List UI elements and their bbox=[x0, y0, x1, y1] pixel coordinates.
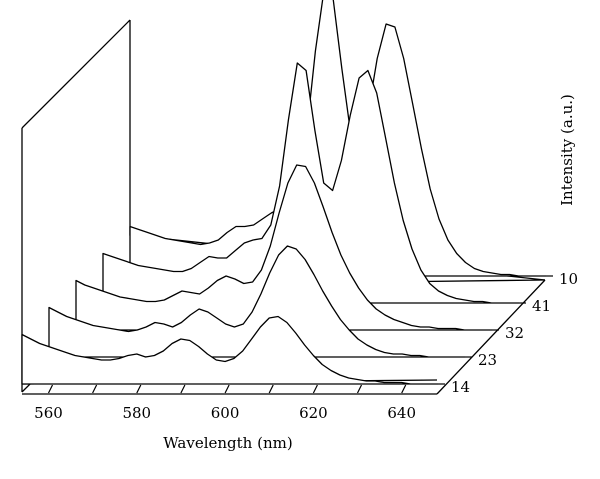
series-line-32 bbox=[75, 164, 492, 331]
x-ticks: 560 580 600 620 640 bbox=[34, 384, 416, 422]
x-tick-600 bbox=[224, 384, 230, 394]
x-tick-610 bbox=[268, 384, 274, 394]
x-tick-630 bbox=[356, 384, 363, 394]
floor-depth-right bbox=[436, 279, 546, 395]
depth-label-32: 32 bbox=[505, 324, 524, 342]
depth-label-14: 14 bbox=[451, 378, 470, 396]
depth-label-10: 10 bbox=[559, 270, 578, 288]
x-tick-590 bbox=[180, 384, 186, 394]
side-wall-top bbox=[21, 19, 131, 129]
series-line-23 bbox=[48, 245, 465, 358]
x-axis-label: Wavelength (nm) bbox=[163, 434, 292, 452]
x-tick-label-620: 620 bbox=[299, 404, 328, 422]
x-tick-640 bbox=[401, 384, 407, 394]
series-traces bbox=[21, 0, 546, 385]
x-tick-570 bbox=[92, 384, 98, 394]
x-tick-label-560: 560 bbox=[34, 404, 63, 422]
y-axis-label: Intensity (a.u.) bbox=[558, 94, 576, 206]
x-tick-label-600: 600 bbox=[211, 404, 240, 422]
x-tick-560 bbox=[47, 384, 54, 394]
series-line-14 bbox=[21, 315, 438, 385]
depth-label-41: 41 bbox=[532, 297, 551, 315]
series-line-10 bbox=[129, 0, 546, 277]
depth-ticks: 10 41 32 23 14 bbox=[437, 270, 578, 396]
depth-label-23: 23 bbox=[478, 351, 497, 369]
x-tick-620 bbox=[312, 384, 318, 394]
x-tick-label-580: 580 bbox=[122, 404, 151, 422]
x-tick-label-640: 640 bbox=[387, 404, 416, 422]
x-tick-580 bbox=[136, 384, 142, 394]
